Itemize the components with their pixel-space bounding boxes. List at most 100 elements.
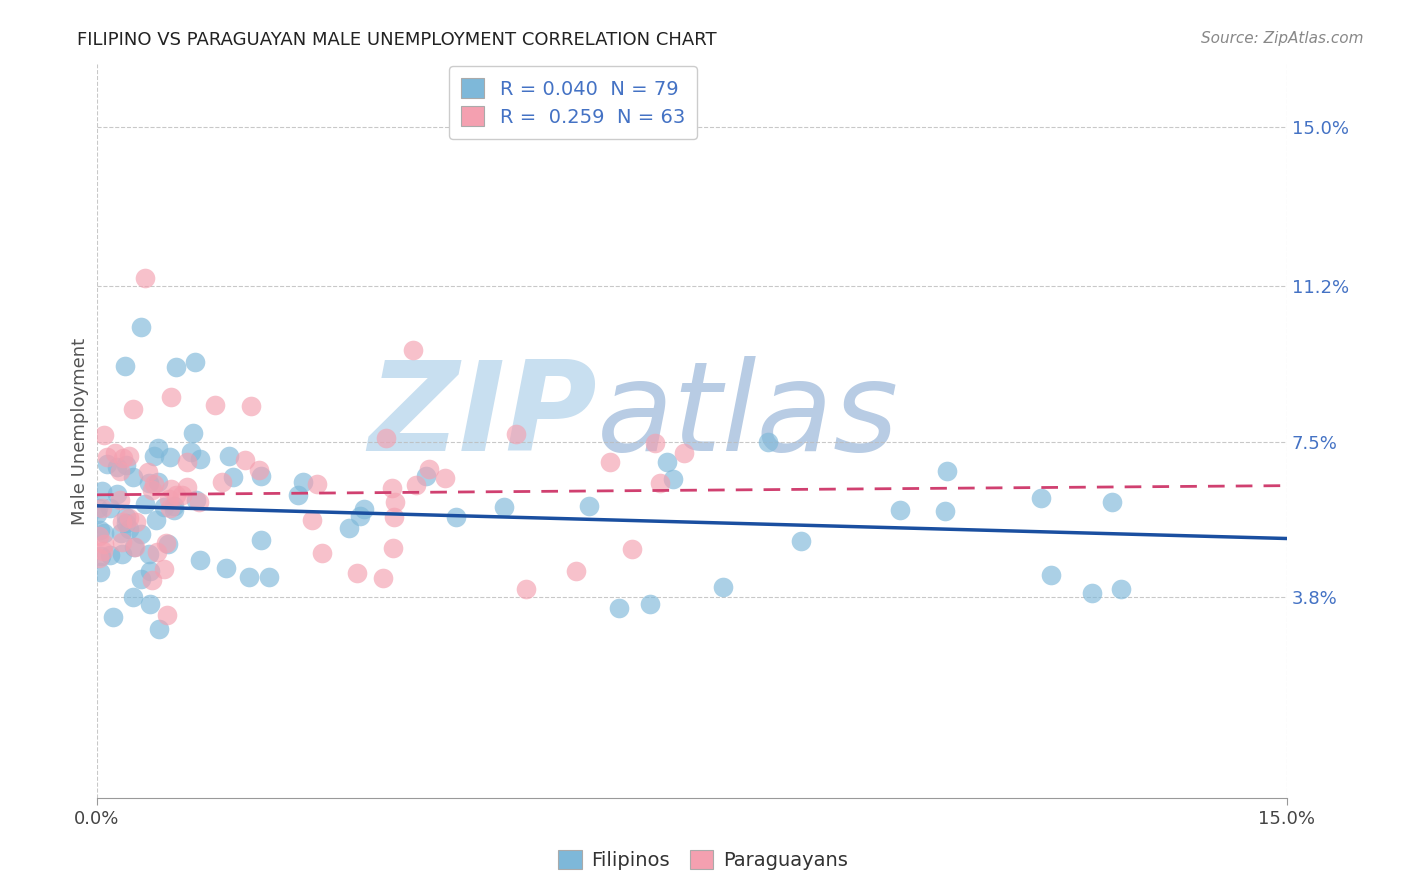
Point: [373, 571, 395, 585]
Point: [494, 500, 516, 514]
Point: [93, 525, 115, 540]
Point: [134, 497, 156, 511]
Point: [381, 481, 404, 495]
Point: [153, 562, 176, 576]
Point: [375, 431, 398, 445]
Point: [1040, 567, 1063, 582]
Legend: Filipinos, Paraguayans: Filipinos, Paraguayans: [551, 842, 855, 878]
Point: [599, 455, 621, 469]
Point: [145, 512, 167, 526]
Text: Source: ZipAtlas.com: Source: ZipAtlas.com: [1201, 31, 1364, 46]
Point: [146, 441, 169, 455]
Point: [89, 524, 111, 538]
Point: [146, 545, 169, 559]
Point: [418, 461, 440, 475]
Point: [405, 477, 427, 491]
Point: [250, 533, 273, 547]
Point: [349, 508, 371, 523]
Point: [159, 450, 181, 465]
Point: [790, 534, 813, 549]
Point: [384, 494, 406, 508]
Point: [607, 600, 630, 615]
Point: [93, 427, 115, 442]
Point: [505, 426, 527, 441]
Point: [176, 455, 198, 469]
Point: [139, 597, 162, 611]
Point: [307, 476, 329, 491]
Point: [287, 488, 309, 502]
Point: [90, 483, 112, 498]
Point: [115, 516, 138, 530]
Point: [143, 449, 166, 463]
Point: [139, 565, 162, 579]
Point: [148, 622, 170, 636]
Point: [756, 434, 779, 449]
Point: [118, 511, 141, 525]
Point: [187, 494, 209, 508]
Point: [578, 499, 600, 513]
Point: [311, 546, 333, 560]
Point: [204, 398, 226, 412]
Point: [1101, 495, 1123, 509]
Point: [620, 541, 643, 556]
Point: [211, 475, 233, 489]
Point: [111, 451, 134, 466]
Point: [1029, 491, 1052, 506]
Point: [301, 513, 323, 527]
Point: [415, 468, 437, 483]
Point: [1109, 582, 1132, 596]
Point: [122, 541, 145, 555]
Point: [346, 566, 368, 580]
Point: [250, 468, 273, 483]
Point: [163, 499, 186, 513]
Point: [124, 540, 146, 554]
Point: [638, 597, 661, 611]
Point: [160, 390, 183, 404]
Point: [129, 526, 152, 541]
Point: [163, 503, 186, 517]
Point: [122, 590, 145, 604]
Point: [157, 492, 180, 507]
Point: [114, 458, 136, 472]
Point: [86, 508, 108, 522]
Point: [183, 355, 205, 369]
Point: [141, 483, 163, 497]
Point: [96, 450, 118, 465]
Point: [129, 319, 152, 334]
Point: [125, 515, 148, 529]
Point: [87, 550, 110, 565]
Point: [515, 582, 537, 597]
Point: [111, 547, 134, 561]
Point: [91, 544, 114, 558]
Point: [121, 401, 143, 416]
Point: [170, 488, 193, 502]
Point: [101, 610, 124, 624]
Point: [934, 504, 956, 518]
Point: [111, 516, 134, 530]
Point: [96, 457, 118, 471]
Point: [433, 471, 456, 485]
Point: [188, 451, 211, 466]
Point: [165, 488, 187, 502]
Point: [89, 565, 111, 579]
Point: [1081, 586, 1104, 600]
Point: [138, 475, 160, 490]
Point: [146, 475, 169, 489]
Point: [87, 500, 110, 515]
Point: [239, 400, 262, 414]
Point: [935, 465, 957, 479]
Point: [111, 535, 134, 549]
Point: [564, 564, 586, 578]
Point: [141, 574, 163, 588]
Point: [644, 436, 666, 450]
Point: [889, 502, 911, 516]
Point: [122, 470, 145, 484]
Point: [114, 359, 136, 373]
Point: [155, 536, 177, 550]
Point: [215, 560, 238, 574]
Point: [104, 445, 127, 459]
Point: [110, 525, 132, 540]
Legend: R = 0.040  N = 79, R =  0.259  N = 63: R = 0.040 N = 79, R = 0.259 N = 63: [449, 66, 696, 138]
Point: [93, 537, 115, 551]
Point: [180, 445, 202, 459]
